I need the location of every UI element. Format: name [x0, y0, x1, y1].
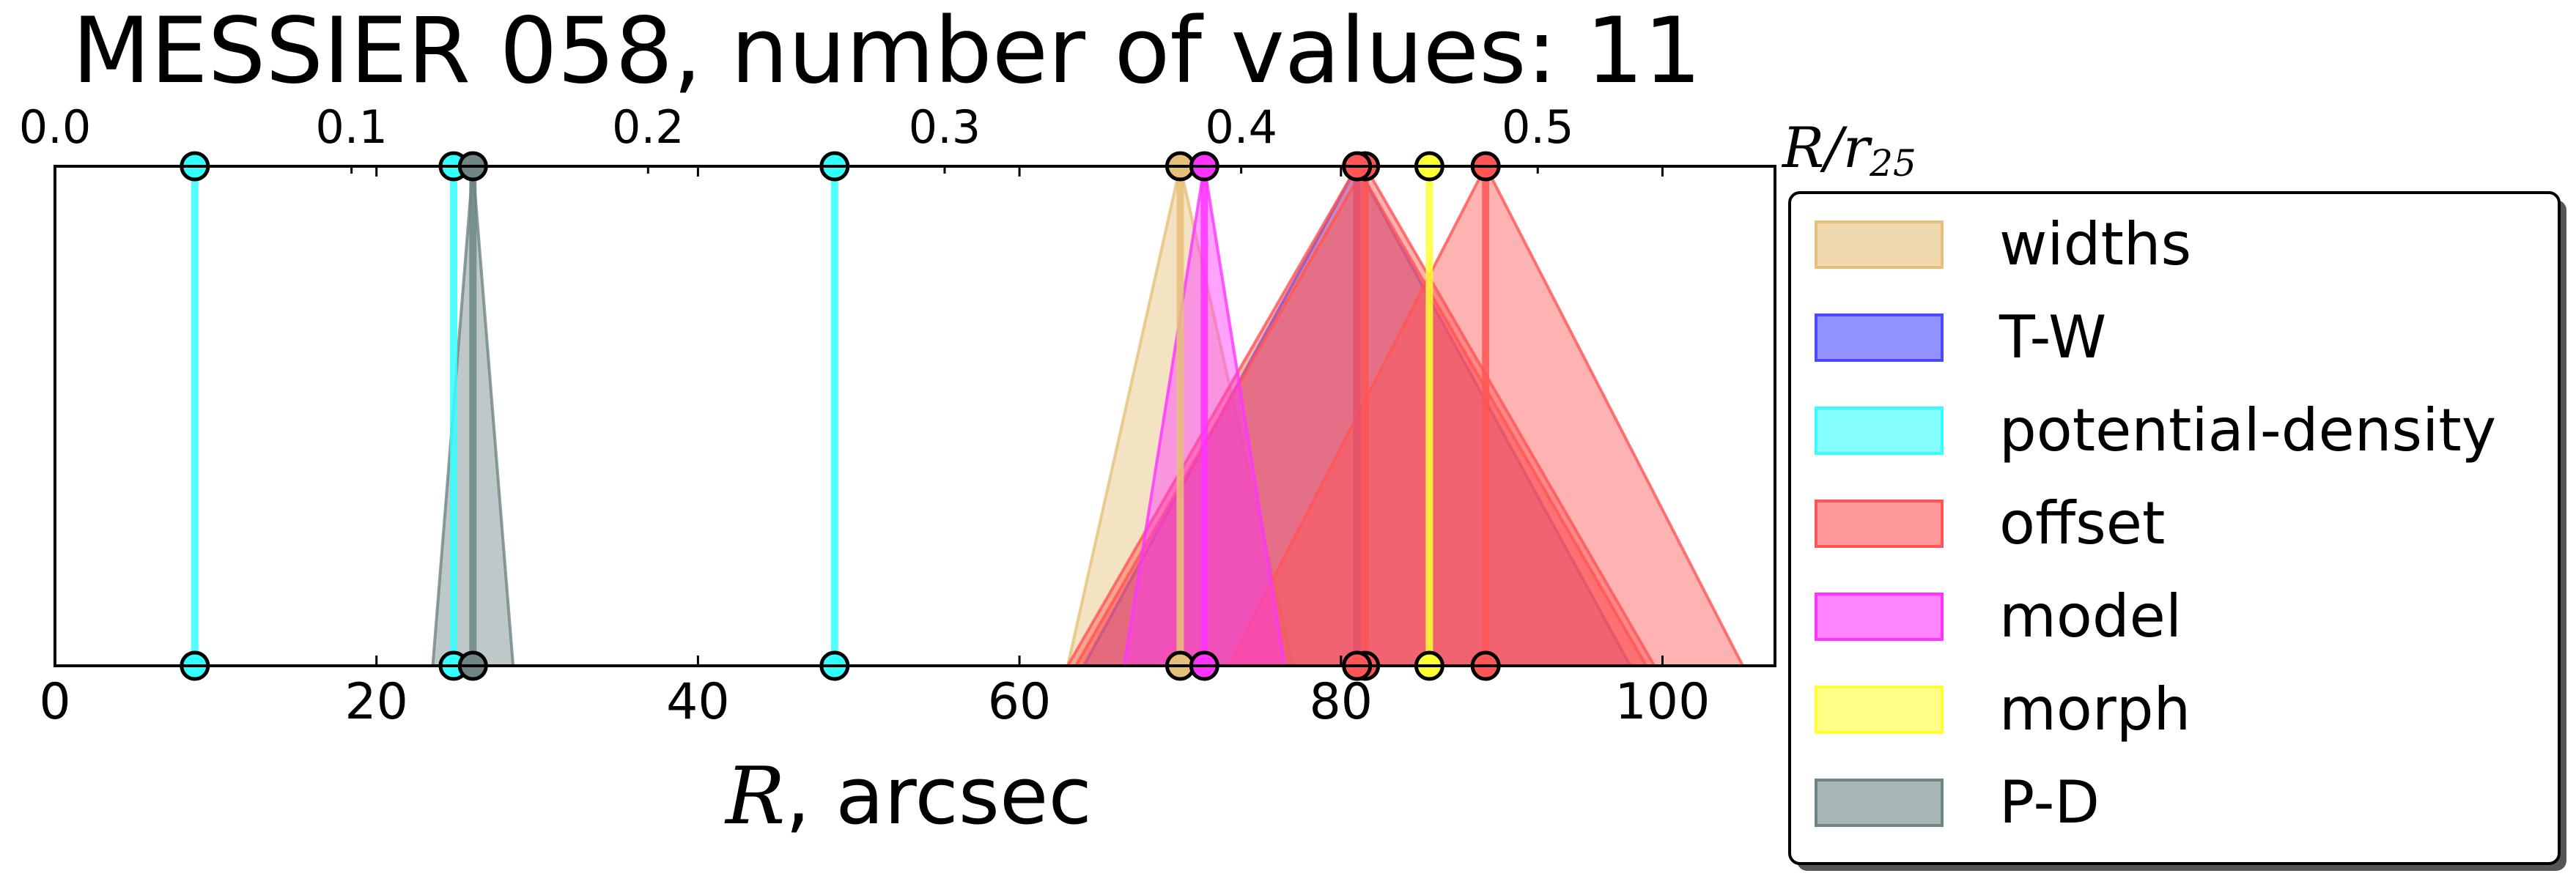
legend-swatch-morph: [1815, 686, 1944, 734]
x-axis-label-variable: R: [724, 751, 785, 842]
x-tick-label: 100: [1615, 673, 1710, 731]
plot-area: [180, 151, 1746, 681]
top-axis-label: R/r25: [1781, 115, 1916, 185]
legend-label-T-W: T-W: [1999, 303, 2106, 371]
top-tick-label: 0.0: [19, 100, 92, 154]
legend-swatch-offset: [1815, 500, 1944, 548]
top-axis-ticks: 0.0 0.1 0.2 0.3 0.4 0.5: [19, 100, 1574, 174]
plot-frame: [53, 165, 1776, 667]
x-axis-label: R, arcsec: [724, 751, 1092, 842]
legend-swatch-P-D: [1815, 779, 1944, 827]
legend: widths T-W potential-density offset model mor…: [1788, 191, 2566, 871]
x-tick-label: 60: [988, 673, 1052, 731]
bottom-axis-ticks: 0 20 40 60 80 100: [39, 166, 1710, 731]
legend-frame: [1788, 191, 2561, 865]
legend-label-P-D: P-D: [1999, 768, 2100, 836]
top-tick-label: 0.2: [612, 100, 684, 154]
x-tick-label: 80: [1310, 673, 1373, 731]
top-tick-label: 0.3: [909, 100, 981, 154]
top-tick-label: 0.4: [1205, 100, 1277, 154]
top-axis-label-main: R/r: [1781, 115, 1873, 180]
x-axis-label-unit: , arcsec: [785, 751, 1091, 842]
legend-items: widths T-W potential-density offset model mor…: [1815, 210, 2496, 836]
legend-label-potential-density: potential-density: [1999, 396, 2496, 464]
top-axis-label-subscript: 25: [1869, 142, 1916, 185]
legend-swatch-T-W: [1815, 313, 1944, 362]
legend-label-offset: offset: [1999, 489, 2165, 557]
x-tick-label: 0: [39, 673, 70, 731]
legend-swatch-model: [1815, 593, 1944, 641]
legend-swatch-widths: [1815, 220, 1944, 269]
legend-label-widths: widths: [1999, 210, 2191, 278]
x-tick-label: 40: [666, 673, 730, 731]
legend-label-model: model: [1999, 582, 2182, 650]
top-tick-label: 0.5: [1502, 100, 1574, 154]
legend-swatch-potential-density: [1815, 407, 1944, 455]
legend-label-morph: morph: [1999, 675, 2191, 743]
top-tick-label: 0.1: [315, 100, 388, 154]
chart-title: MESSIER 058, number of values: 11: [72, 0, 1701, 104]
x-tick-label: 20: [344, 673, 408, 731]
